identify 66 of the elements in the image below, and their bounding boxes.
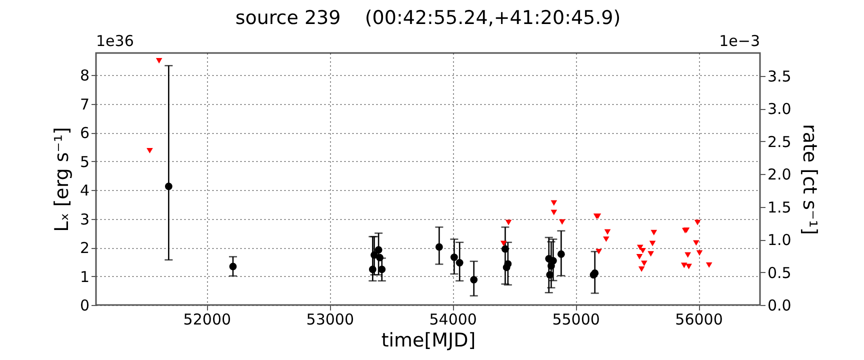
point [686,264,692,270]
point [641,260,648,266]
point [636,254,643,260]
point [156,58,162,64]
y2-tick-label: 1.5 [768,198,792,216]
point [693,240,700,246]
y2-tick-label: 3.5 [768,67,792,86]
point [146,148,153,154]
point [649,240,656,246]
point [378,266,386,274]
y-tick-label: 2 [80,239,90,258]
y2-tick-label: 2.0 [768,166,792,184]
point [470,276,478,284]
point [550,200,558,206]
point [435,243,443,251]
y-tick-label: 3 [80,210,90,228]
point [603,236,610,242]
point [374,246,382,254]
point [558,219,566,225]
point [456,259,464,266]
point [694,220,701,226]
point [557,250,565,258]
point [706,262,712,268]
point [549,257,557,264]
point [546,271,554,279]
x-axis-title: time[MJD] [381,330,476,352]
y-axis-title: Lₓ [erg s⁻¹] [50,127,73,232]
point [680,262,688,268]
x-tick-label: 55000 [552,310,600,328]
y2-axis-title: rate [ct s⁻¹] [798,124,820,235]
y2-tick-label: 0.0 [768,296,792,314]
y-tick-label: 4 [80,182,90,200]
y2-tick-label: 3.0 [768,100,792,118]
point [376,254,384,262]
point [368,266,376,274]
point [648,251,654,257]
y-tick-label: 8 [80,66,90,85]
point [504,260,512,268]
point [684,252,691,258]
x-tick-label: 53000 [306,310,354,328]
text: 1e−3 [719,32,760,50]
point [550,210,558,216]
x-tick-label: 54000 [429,310,477,328]
point [505,220,512,226]
point [500,240,507,246]
y-tick-label: 1 [80,268,90,286]
y2-tick-label: 1.0 [768,231,792,250]
x-tick-label: 56000 [675,310,723,328]
point [650,230,658,236]
point [696,250,703,256]
point [502,245,509,253]
y-tick-label: 6 [80,124,90,142]
y-tick-label: 7 [80,95,90,114]
y-tick-label: 5 [80,152,90,171]
y-tick-label: 0 [80,296,90,314]
y2-tick-label: 0.5 [768,264,792,282]
point [638,266,645,272]
point [604,229,611,235]
point [229,262,237,270]
point [596,248,602,254]
y2-tick-label: 2.5 [768,132,792,151]
point [450,254,458,261]
chart-title: source 239 (00:42:55.24,+41:20:45.9) [235,7,621,29]
text: 1e36 [96,32,134,50]
point [164,182,172,190]
x-tick-label: 52000 [183,310,232,328]
